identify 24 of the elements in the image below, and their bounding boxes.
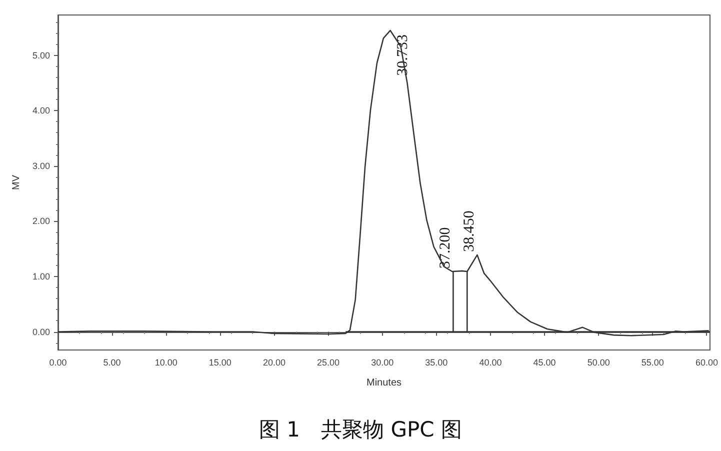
x-tick-label: 60.00 (695, 358, 718, 368)
y-tick-label: 3.00 (32, 160, 50, 171)
y-axis-title: MV (11, 174, 22, 190)
y-tick-label: 4.00 (32, 106, 50, 116)
text: 图 1 共聚物 GPC 图 (259, 418, 462, 442)
x-tick-label: 50.00 (587, 358, 610, 368)
y-tick-label: 1.00 (32, 271, 50, 282)
x-tick-label: 30.00 (371, 358, 394, 368)
annotation: 37.200 (438, 227, 454, 268)
x-tick-label: 5.00 (103, 358, 121, 368)
x-tick-label: 40.00 (479, 358, 502, 368)
x-tick-label: 35.00 (425, 358, 448, 368)
y-tick-label: 5.00 (32, 50, 50, 60)
annotation: 38.450 (462, 210, 478, 252)
x-tick-label: 45.00 (533, 358, 556, 368)
x-tick-label: 0.00 (49, 358, 67, 368)
y-tick-label: 0.00 (32, 326, 50, 337)
x-tick-label: 55.00 (641, 358, 664, 368)
x-axis-title: Minutes (366, 378, 402, 388)
x-tick-label: 15.00 (208, 358, 232, 368)
x-tick-label: 25.00 (317, 358, 340, 368)
x-tick-label: 10.00 (154, 358, 178, 368)
y-tick-label: 2.00 (32, 216, 50, 226)
x-tick-label: 20.00 (262, 358, 286, 368)
